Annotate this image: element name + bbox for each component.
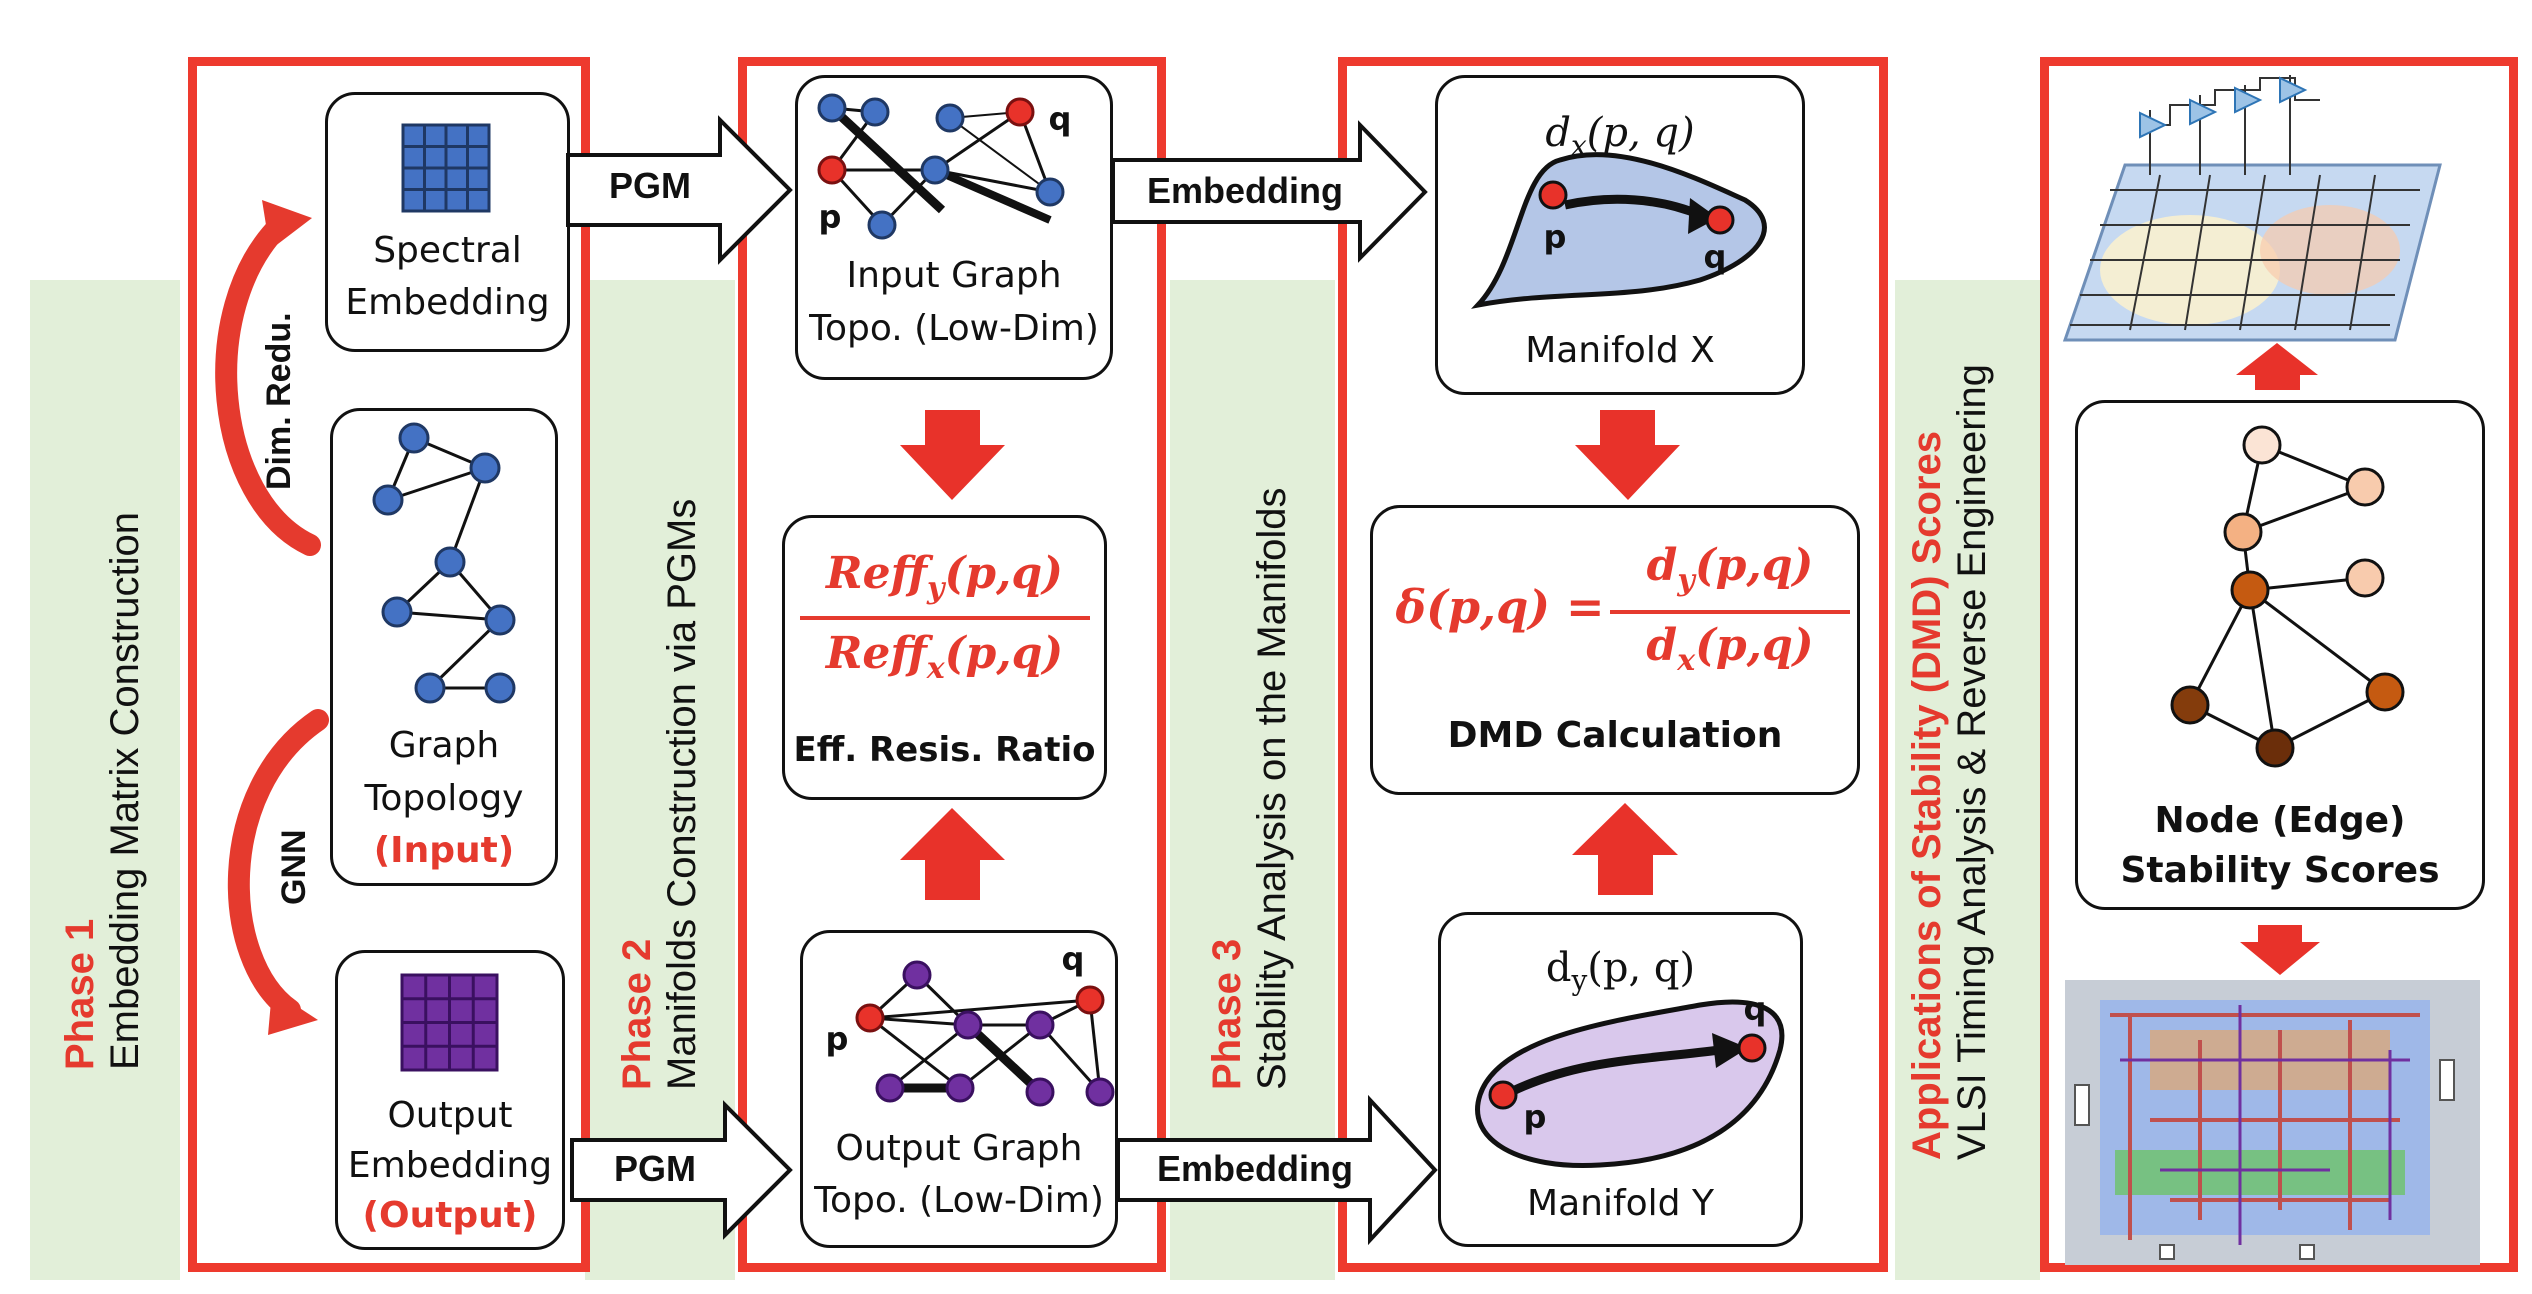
stability-scores-box: [2075, 400, 2485, 910]
vlsi-timing-illustration: [2062, 75, 2442, 342]
dy-text: d: [1545, 945, 1572, 991]
ratio-num-sub: y: [927, 570, 945, 606]
output-graph-line1: Output Graph: [835, 1128, 1083, 1169]
ratio-den-args: (p,q): [944, 628, 1064, 679]
input-node-q: q: [1048, 100, 1072, 138]
spectral-line1: Spectral: [373, 230, 522, 271]
down-arrow-phase2: [900, 410, 1005, 500]
ratio-den-sub: x: [926, 650, 945, 686]
gnn-label: GNN: [275, 829, 313, 905]
gnn-curve-arrow: [227, 709, 329, 1021]
graph-topology-icon: [372, 422, 516, 704]
output-node-p: p: [825, 1020, 849, 1058]
input-node-p: p: [818, 198, 842, 236]
down-arrow-applications: [2240, 925, 2320, 975]
embedding-top-label: Embedding: [1147, 170, 1343, 211]
output-grid-icon: [400, 973, 499, 1072]
dy-args: (p, q): [1587, 945, 1696, 991]
dmd-calculation-box: [1370, 505, 1860, 795]
phase1-band: [30, 280, 180, 1280]
output-tag: (Output): [362, 1195, 538, 1236]
ratio-label: Eff. Resis. Ratio: [793, 730, 1096, 770]
eff-resis-ratio-box: [782, 515, 1107, 800]
manifold-y-shape: [1475, 999, 1785, 1169]
manifold-y-node-p: p: [1523, 1098, 1547, 1136]
dim-redu-curve-arrow: [215, 214, 321, 556]
ratio-den-text: Reff: [825, 628, 927, 679]
dy-sub: y: [1571, 964, 1588, 997]
manifold-y-label: Manifold Y: [1527, 1183, 1714, 1224]
stability-graph-icon: [2170, 425, 2405, 768]
pgm-top-arrow: [566, 115, 793, 265]
output-graph-icon: [855, 960, 1115, 1107]
spectral-line2: Embedding: [345, 282, 550, 323]
dim-redu-label: Dim. Redu.: [260, 312, 298, 490]
input-graph-icon: [817, 93, 1065, 240]
input-graph-line1: Input Graph: [846, 255, 1062, 296]
spectral-grid-icon: [401, 123, 491, 213]
dmd-num-sub: y: [1677, 562, 1695, 598]
dmd-den-args: (p,q): [1695, 620, 1814, 671]
output-line2: Embedding: [347, 1145, 553, 1186]
pgm-bottom-label: PGM: [613, 1148, 696, 1189]
ratio-denominator: Reffx(p,q): [782, 628, 1107, 686]
output-node-q: q: [1061, 940, 1085, 978]
phase3-band: [1170, 280, 1335, 1280]
dmd-lhs: δ(p,q) =: [1395, 580, 1605, 634]
output-line1: Output: [387, 1095, 513, 1136]
down-arrow-phase3: [1575, 410, 1680, 500]
dmd-num-args: (p,q): [1694, 540, 1814, 591]
input-graph-line2: Topo. (Low-Dim): [809, 308, 1099, 349]
up-arrow-applications: [2236, 343, 2318, 390]
dmd-num-text: d: [1646, 540, 1678, 591]
manifold-y-node-q: q: [1743, 990, 1767, 1028]
output-graph-line2: Topo. (Low-Dim): [814, 1180, 1104, 1221]
graph-line2: Topology: [364, 778, 524, 819]
dx-sub: x: [1570, 129, 1587, 162]
dmd-label: DMD Calculation: [1447, 715, 1783, 756]
scores-line2: Stability Scores: [2120, 850, 2440, 891]
dx-text: d: [1545, 110, 1571, 156]
dim-redu-arrow-head: [262, 200, 312, 250]
dy-formula: dy(p, q): [1438, 945, 1803, 997]
chip-layout-illustration: [2065, 980, 2480, 1265]
gnn-arrow-head: [268, 990, 318, 1035]
pgm-bottom-arrow: [570, 1100, 793, 1240]
up-arrow-phase2: [900, 808, 1005, 900]
embedding-bottom-arrow: [1116, 1094, 1438, 1246]
dmd-den-sub: x: [1677, 642, 1696, 678]
graph-tag: (Input): [373, 830, 515, 871]
dx-formula: dx(p, q): [1435, 110, 1805, 162]
ratio-num-text: Reff: [826, 548, 928, 599]
phase2-band: [585, 280, 735, 1280]
applications-band: [1895, 280, 2040, 1280]
up-arrow-phase3: [1572, 803, 1678, 895]
pgm-top-label: PGM: [608, 165, 691, 206]
dmd-denominator: dx(p,q): [1610, 620, 1850, 678]
manifold-x-node-p: p: [1543, 218, 1567, 256]
scores-line1: Node (Edge): [2154, 800, 2406, 841]
graph-topology-box: [330, 408, 558, 886]
dx-args: (p, q): [1586, 110, 1695, 156]
dmd-den-text: d: [1646, 620, 1678, 671]
ratio-numerator: Reffy(p,q): [782, 548, 1107, 606]
embedding-top-arrow: [1111, 120, 1428, 263]
manifold-x-shape: [1471, 152, 1767, 309]
manifold-x-label: Manifold X: [1525, 330, 1715, 371]
ratio-num-args: (p,q): [944, 548, 1063, 599]
dmd-numerator: dy(p,q): [1610, 540, 1850, 598]
graph-line1: Graph: [388, 725, 500, 766]
manifold-x-node-q: q: [1703, 238, 1727, 276]
embedding-bottom-label: Embedding: [1157, 1148, 1353, 1189]
